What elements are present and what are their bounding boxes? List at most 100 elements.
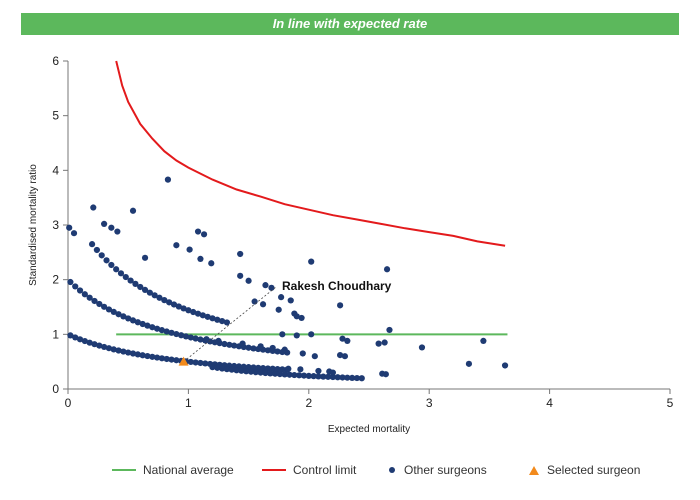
other-surgeon-point: [192, 359, 199, 366]
legend-item-other-surgeons: Other surgeons: [385, 460, 487, 480]
other-surgeon-point: [305, 372, 312, 379]
other-surgeon-point: [187, 358, 194, 366]
selected-surgeon-name: Rakesh Choudhary: [282, 279, 392, 293]
other-surgeon-point: [168, 329, 175, 336]
other-surgeon-point: [310, 373, 317, 380]
other-surgeon-point: [329, 369, 336, 376]
chart-series: [66, 60, 509, 382]
other-surgeon-point: [199, 312, 206, 319]
status-banner-label: In line with expected rate: [272, 16, 428, 31]
other-surgeon-point: [252, 369, 259, 376]
other-surgeon-point: [139, 320, 146, 328]
other-surgeon-point: [285, 365, 292, 372]
other-surgeon-point: [311, 353, 318, 360]
other-surgeon-point: [129, 317, 137, 324]
other-surgeon-point: [163, 355, 170, 363]
other-surgeon-point: [418, 344, 426, 351]
other-surgeon-point: [120, 348, 127, 355]
other-surgeon-point: [86, 339, 93, 346]
other-surgeon-point: [168, 356, 175, 363]
other-surgeon-point: [209, 315, 216, 322]
other-surgeon-point: [101, 303, 108, 310]
other-surgeon-point: [278, 294, 285, 301]
other-surgeon-point: [300, 372, 308, 379]
other-surgeon-point: [269, 365, 276, 372]
other-surgeon-point: [215, 337, 222, 344]
other-surgeon-point: [161, 297, 168, 304]
other-surgeon-point: [358, 375, 365, 382]
other-surgeon-point: [383, 266, 391, 273]
other-surgeon-point: [76, 287, 84, 294]
other-surgeon-point: [219, 365, 226, 372]
other-surgeon-point: [226, 341, 233, 348]
other-surgeon-point: [237, 272, 244, 279]
other-surgeon-point: [293, 313, 300, 320]
other-surgeon-point: [245, 277, 252, 284]
other-surgeon-point: [108, 261, 115, 269]
other-surgeon-point: [299, 350, 306, 357]
other-surgeon-point: [197, 336, 204, 343]
y-axis-title: Standardised mortality ratio: [28, 164, 39, 286]
legend-label: Selected surgeon: [547, 463, 641, 477]
other-surgeon-point: [81, 291, 88, 298]
other-surgeon-point: [137, 283, 144, 291]
other-surgeon-point: [194, 228, 202, 235]
other-surgeon-point: [465, 360, 473, 367]
other-surgeon-point: [334, 374, 341, 381]
y-tick-label: 2: [52, 273, 59, 287]
other-surgeon-point: [110, 346, 117, 353]
other-surgeon-point: [146, 289, 153, 296]
other-surgeon-point: [66, 224, 73, 231]
legend-label: Control limit: [293, 463, 357, 477]
x-tick-label: 4: [546, 396, 553, 410]
other-surgeon-point: [320, 373, 327, 380]
other-surgeon-point: [264, 365, 271, 372]
other-surgeon-point: [101, 343, 108, 351]
other-surgeon-point: [257, 369, 264, 376]
triangle-icon: [529, 465, 539, 475]
x-tick-label: 1: [185, 396, 192, 410]
other-surgeon-point: [144, 352, 151, 360]
other-surgeon-point: [149, 353, 156, 360]
other-surgeon-point: [141, 254, 149, 261]
dot-icon: [389, 467, 395, 473]
other-surgeon-point: [96, 342, 103, 349]
other-surgeon-point: [173, 357, 180, 364]
other-surgeon-point: [134, 351, 141, 358]
other-surgeon-point: [156, 294, 163, 301]
other-surgeon-point: [192, 335, 199, 342]
other-surgeon-point: [185, 307, 192, 314]
other-surgeon-point: [337, 352, 344, 359]
other-surgeon-point: [120, 313, 127, 320]
other-surgeon-point: [245, 344, 252, 351]
other-surgeon-point: [90, 204, 97, 211]
other-surgeon-point: [337, 302, 344, 309]
selected-surgeon-point: [178, 356, 189, 366]
chart-status-banner: In line with expected rate: [21, 13, 679, 35]
other-surgeon-point: [353, 374, 361, 382]
other-surgeon-point: [125, 349, 132, 356]
other-surgeon-point: [105, 306, 113, 313]
other-surgeon-point: [153, 325, 161, 332]
other-surgeon-point: [114, 228, 121, 235]
other-surgeon-point: [182, 333, 190, 340]
other-surgeon-point: [101, 220, 108, 228]
other-surgeon-point: [158, 355, 166, 362]
other-surgeon-point: [110, 308, 117, 315]
other-surgeon-point: [190, 308, 197, 316]
other-surgeon-point: [129, 207, 137, 214]
other-surgeon-point: [166, 299, 173, 306]
other-surgeon-point: [163, 328, 170, 335]
other-surgeon-point: [239, 340, 246, 347]
other-surgeon-point: [67, 278, 74, 286]
legend-item-national-average: National average: [112, 460, 234, 480]
other-surgeon-point: [501, 362, 509, 369]
y-tick-label: 5: [52, 109, 59, 123]
other-surgeon-point: [221, 340, 228, 348]
other-surgeon-point: [144, 322, 151, 329]
chart-legend: National average Control limit Other sur…: [0, 460, 700, 480]
other-surgeon-point: [93, 246, 100, 254]
other-surgeon-point: [158, 327, 166, 334]
other-surgeon-point: [164, 176, 172, 183]
other-surgeon-point: [194, 310, 202, 317]
